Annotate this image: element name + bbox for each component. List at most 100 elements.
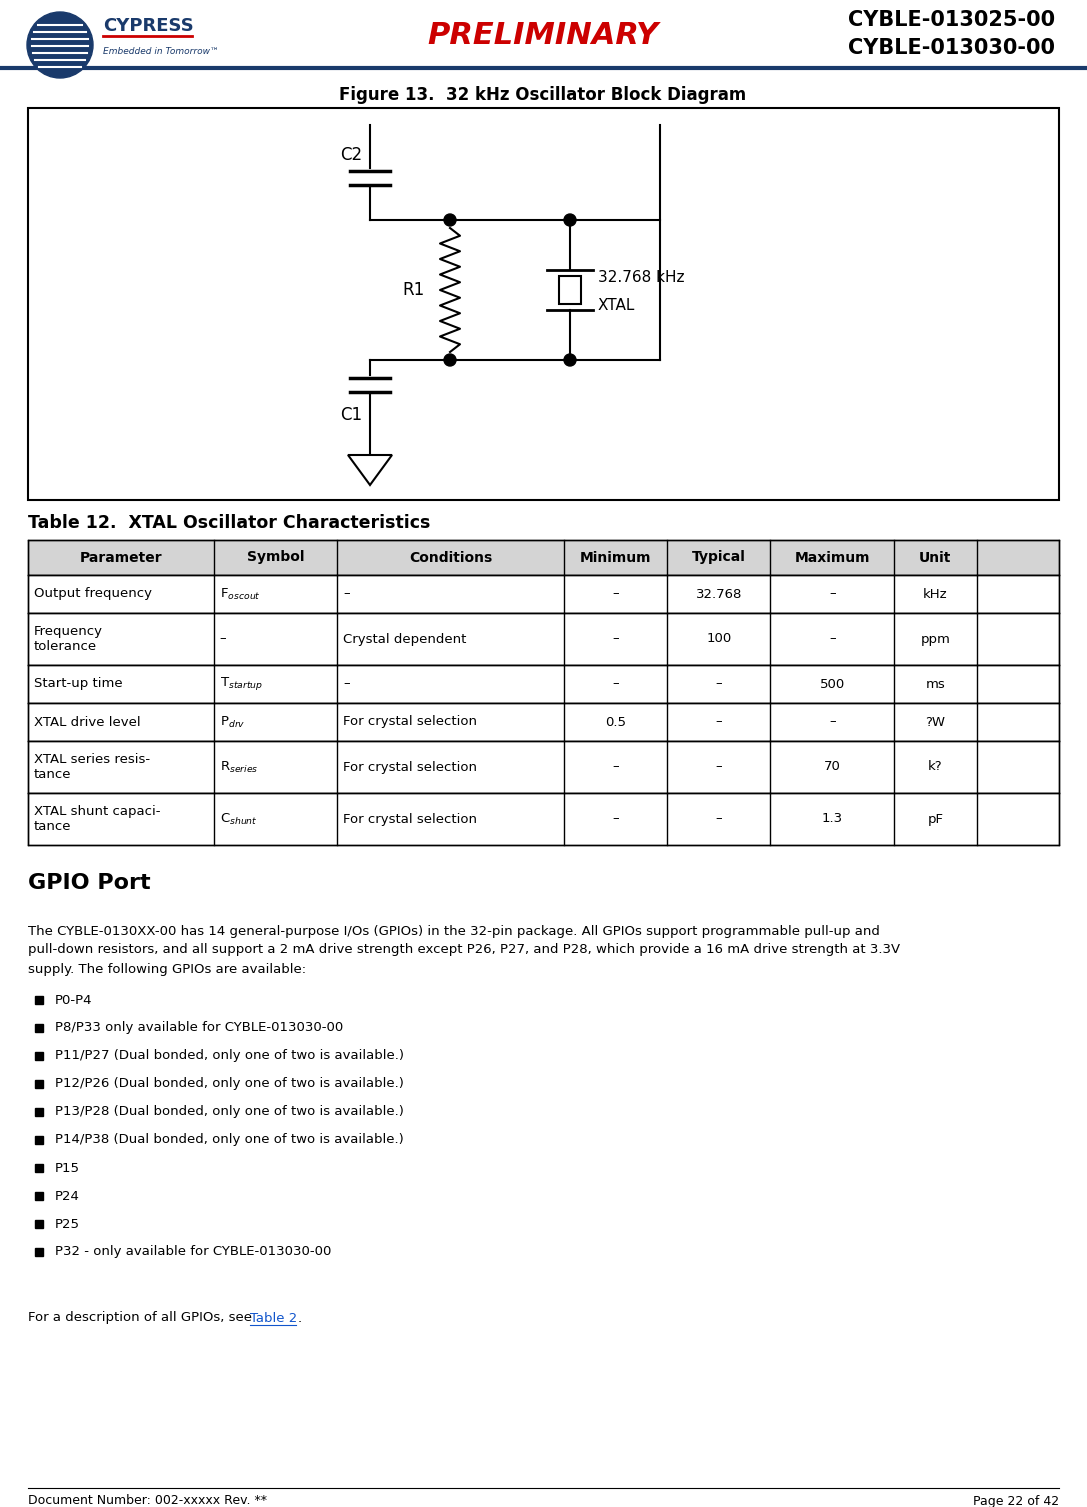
Text: pF: pF bbox=[927, 812, 944, 826]
Text: C1: C1 bbox=[340, 405, 362, 423]
Text: kHz: kHz bbox=[923, 588, 948, 600]
Text: –: – bbox=[612, 812, 619, 826]
Text: 32.768: 32.768 bbox=[696, 588, 742, 600]
Circle shape bbox=[443, 214, 457, 226]
Text: supply. The following GPIOs are available:: supply. The following GPIOs are availabl… bbox=[28, 963, 307, 975]
Text: GPIO Port: GPIO Port bbox=[28, 873, 151, 894]
Bar bbox=[35, 1052, 43, 1059]
Bar bbox=[28, 665, 1059, 702]
Bar bbox=[35, 1192, 43, 1200]
Bar bbox=[28, 702, 1059, 741]
Text: Minimum: Minimum bbox=[580, 550, 651, 565]
Text: For crystal selection: For crystal selection bbox=[343, 716, 477, 728]
Text: Frequency
tolerance: Frequency tolerance bbox=[34, 625, 103, 653]
Text: Table 12.  XTAL Oscillator Characteristics: Table 12. XTAL Oscillator Characteristic… bbox=[28, 514, 430, 532]
Text: P8/P33 only available for CYBLE-013030-00: P8/P33 only available for CYBLE-013030-0… bbox=[55, 1022, 343, 1034]
Text: Parameter: Parameter bbox=[79, 550, 162, 565]
Text: R1: R1 bbox=[403, 280, 425, 298]
Text: –: – bbox=[343, 588, 350, 600]
Text: –: – bbox=[715, 812, 722, 826]
Text: –: – bbox=[829, 633, 836, 645]
Bar bbox=[559, 276, 580, 304]
Text: –: – bbox=[715, 678, 722, 690]
Text: –: – bbox=[220, 633, 226, 645]
Text: –: – bbox=[612, 588, 619, 600]
Circle shape bbox=[443, 354, 457, 366]
Bar bbox=[35, 1081, 43, 1088]
Bar bbox=[28, 741, 1059, 793]
Text: CYPRESS: CYPRESS bbox=[103, 17, 193, 35]
Circle shape bbox=[564, 214, 576, 226]
Text: Output frequency: Output frequency bbox=[34, 588, 152, 600]
Text: Typical: Typical bbox=[691, 550, 746, 565]
Text: F$_{oscout}$: F$_{oscout}$ bbox=[220, 586, 261, 601]
Bar bbox=[35, 1163, 43, 1172]
Text: CYBLE-013025-00: CYBLE-013025-00 bbox=[848, 11, 1055, 30]
Text: –: – bbox=[829, 588, 836, 600]
Text: The CYBLE-0130XX-00 has 14 general-purpose I/Os (GPIOs) in the 32-pin package. A: The CYBLE-0130XX-00 has 14 general-purpo… bbox=[28, 924, 879, 937]
Text: R$_{series}$: R$_{series}$ bbox=[220, 760, 259, 775]
Text: P32 - only available for CYBLE-013030-00: P32 - only available for CYBLE-013030-00 bbox=[55, 1245, 332, 1258]
Bar bbox=[28, 793, 1059, 845]
Text: For crystal selection: For crystal selection bbox=[343, 761, 477, 773]
Text: XTAL shunt capaci-
tance: XTAL shunt capaci- tance bbox=[34, 805, 161, 833]
Text: –: – bbox=[612, 633, 619, 645]
Circle shape bbox=[564, 354, 576, 366]
Text: ms: ms bbox=[925, 678, 946, 690]
Text: P24: P24 bbox=[55, 1189, 79, 1203]
Text: P12/P26 (Dual bonded, only one of two is available.): P12/P26 (Dual bonded, only one of two is… bbox=[55, 1078, 404, 1091]
Text: Conditions: Conditions bbox=[409, 550, 492, 565]
Text: .: . bbox=[298, 1311, 302, 1325]
Bar bbox=[35, 996, 43, 1004]
Bar bbox=[35, 1248, 43, 1255]
Text: –: – bbox=[715, 761, 722, 773]
Bar bbox=[28, 540, 1059, 576]
Text: –: – bbox=[612, 761, 619, 773]
Text: P14/P38 (Dual bonded, only one of two is available.): P14/P38 (Dual bonded, only one of two is… bbox=[55, 1133, 403, 1147]
Text: Document Number: 002-xxxxx Rev. **: Document Number: 002-xxxxx Rev. ** bbox=[28, 1495, 267, 1507]
Text: –: – bbox=[343, 678, 350, 690]
Text: P15: P15 bbox=[55, 1162, 80, 1174]
Bar bbox=[35, 1023, 43, 1032]
Text: 70: 70 bbox=[824, 761, 840, 773]
Text: Page 22 of 42: Page 22 of 42 bbox=[973, 1495, 1059, 1507]
Text: C$_{shunt}$: C$_{shunt}$ bbox=[220, 811, 258, 826]
Text: P0-P4: P0-P4 bbox=[55, 993, 92, 1007]
Bar bbox=[35, 1108, 43, 1117]
Text: P25: P25 bbox=[55, 1218, 80, 1231]
Text: P$_{drv}$: P$_{drv}$ bbox=[220, 714, 245, 729]
Text: 32.768 kHz: 32.768 kHz bbox=[598, 270, 685, 285]
Text: 100: 100 bbox=[707, 633, 732, 645]
Text: CYBLE-013030-00: CYBLE-013030-00 bbox=[848, 38, 1055, 57]
Text: C2: C2 bbox=[340, 146, 362, 164]
Text: Maximum: Maximum bbox=[795, 550, 870, 565]
Text: 500: 500 bbox=[820, 678, 845, 690]
Text: Crystal dependent: Crystal dependent bbox=[343, 633, 466, 645]
Text: For crystal selection: For crystal selection bbox=[343, 812, 477, 826]
Text: –: – bbox=[612, 678, 619, 690]
Text: Start-up time: Start-up time bbox=[34, 678, 123, 690]
Polygon shape bbox=[348, 455, 392, 485]
Text: ppm: ppm bbox=[921, 633, 950, 645]
Text: T$_{startup}$: T$_{startup}$ bbox=[220, 675, 263, 693]
Text: 0.5: 0.5 bbox=[605, 716, 626, 728]
Text: XTAL series resis-
tance: XTAL series resis- tance bbox=[34, 754, 150, 781]
Text: For a description of all GPIOs, see: For a description of all GPIOs, see bbox=[28, 1311, 257, 1325]
Text: 1.3: 1.3 bbox=[822, 812, 842, 826]
Text: Figure 13.  32 kHz Oscillator Block Diagram: Figure 13. 32 kHz Oscillator Block Diagr… bbox=[339, 86, 747, 104]
Text: XTAL drive level: XTAL drive level bbox=[34, 716, 140, 728]
Text: –: – bbox=[829, 716, 836, 728]
Text: PRELIMINARY: PRELIMINARY bbox=[427, 21, 659, 50]
Text: Embedded in Tomorrow™: Embedded in Tomorrow™ bbox=[103, 48, 218, 56]
Text: Unit: Unit bbox=[920, 550, 951, 565]
Bar bbox=[28, 613, 1059, 665]
Text: Table 2: Table 2 bbox=[250, 1311, 297, 1325]
Text: –: – bbox=[715, 716, 722, 728]
Text: P11/P27 (Dual bonded, only one of two is available.): P11/P27 (Dual bonded, only one of two is… bbox=[55, 1049, 404, 1062]
Text: XTAL: XTAL bbox=[598, 298, 636, 313]
Text: P13/P28 (Dual bonded, only one of two is available.): P13/P28 (Dual bonded, only one of two is… bbox=[55, 1106, 404, 1118]
Bar bbox=[28, 109, 1059, 500]
Text: k?: k? bbox=[928, 761, 942, 773]
Circle shape bbox=[27, 12, 93, 78]
Bar bbox=[28, 576, 1059, 613]
